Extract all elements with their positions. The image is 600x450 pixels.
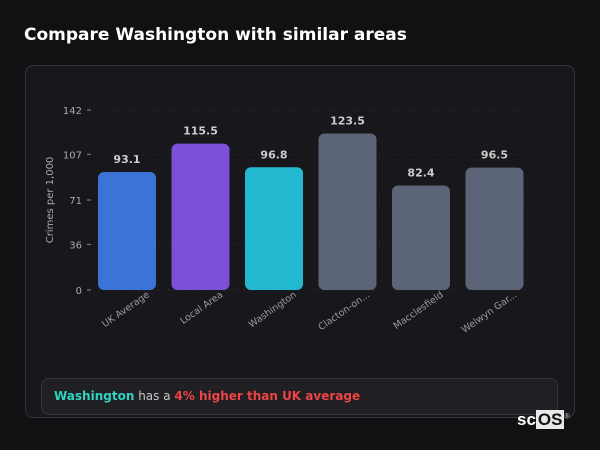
summary-text: has a bbox=[134, 389, 175, 403]
scos-logo: sc OS ® bbox=[517, 410, 570, 429]
y-tick-label: 142 bbox=[63, 106, 82, 117]
bar-local-area bbox=[171, 143, 230, 290]
summary-comparison: 4% higher than UK average bbox=[174, 389, 361, 403]
bar-macclesfield bbox=[392, 185, 450, 290]
y-tick-label: 0 bbox=[76, 286, 82, 297]
x-tick-label: Macclesfield bbox=[392, 289, 446, 332]
y-axis-label: Crimes per 1,000 bbox=[45, 157, 56, 244]
bar-value-label: 82.4 bbox=[407, 167, 434, 180]
x-tick-label: Welwyn Gar... bbox=[460, 289, 520, 335]
bar-value-label: 123.5 bbox=[330, 114, 365, 127]
bar-clacton-on- bbox=[318, 133, 377, 290]
summary-area: Washington bbox=[54, 389, 135, 403]
y-tick-label: 107 bbox=[63, 150, 82, 161]
x-tick-label: Local Area bbox=[178, 289, 225, 326]
bar-value-label: 115.5 bbox=[183, 125, 218, 138]
bar-uk-average bbox=[98, 171, 156, 290]
y-tick-label: 71 bbox=[69, 196, 82, 207]
bar-value-label: 96.8 bbox=[260, 148, 287, 161]
y-tick-label: 36 bbox=[69, 240, 82, 251]
x-tick-label: UK Average bbox=[100, 289, 152, 330]
summary-box: Washington has a 4% higher than UK avera… bbox=[41, 378, 558, 415]
page-title: Compare Washington with similar areas bbox=[24, 25, 407, 45]
bar-value-label: 96.5 bbox=[481, 149, 508, 162]
bar-washington bbox=[245, 167, 303, 290]
x-tick-label: Clacton-on... bbox=[316, 289, 372, 333]
x-tick-label: Washington bbox=[247, 289, 299, 330]
bar-welwyn-gar- bbox=[465, 167, 524, 290]
bar-value-label: 93.1 bbox=[113, 153, 140, 166]
